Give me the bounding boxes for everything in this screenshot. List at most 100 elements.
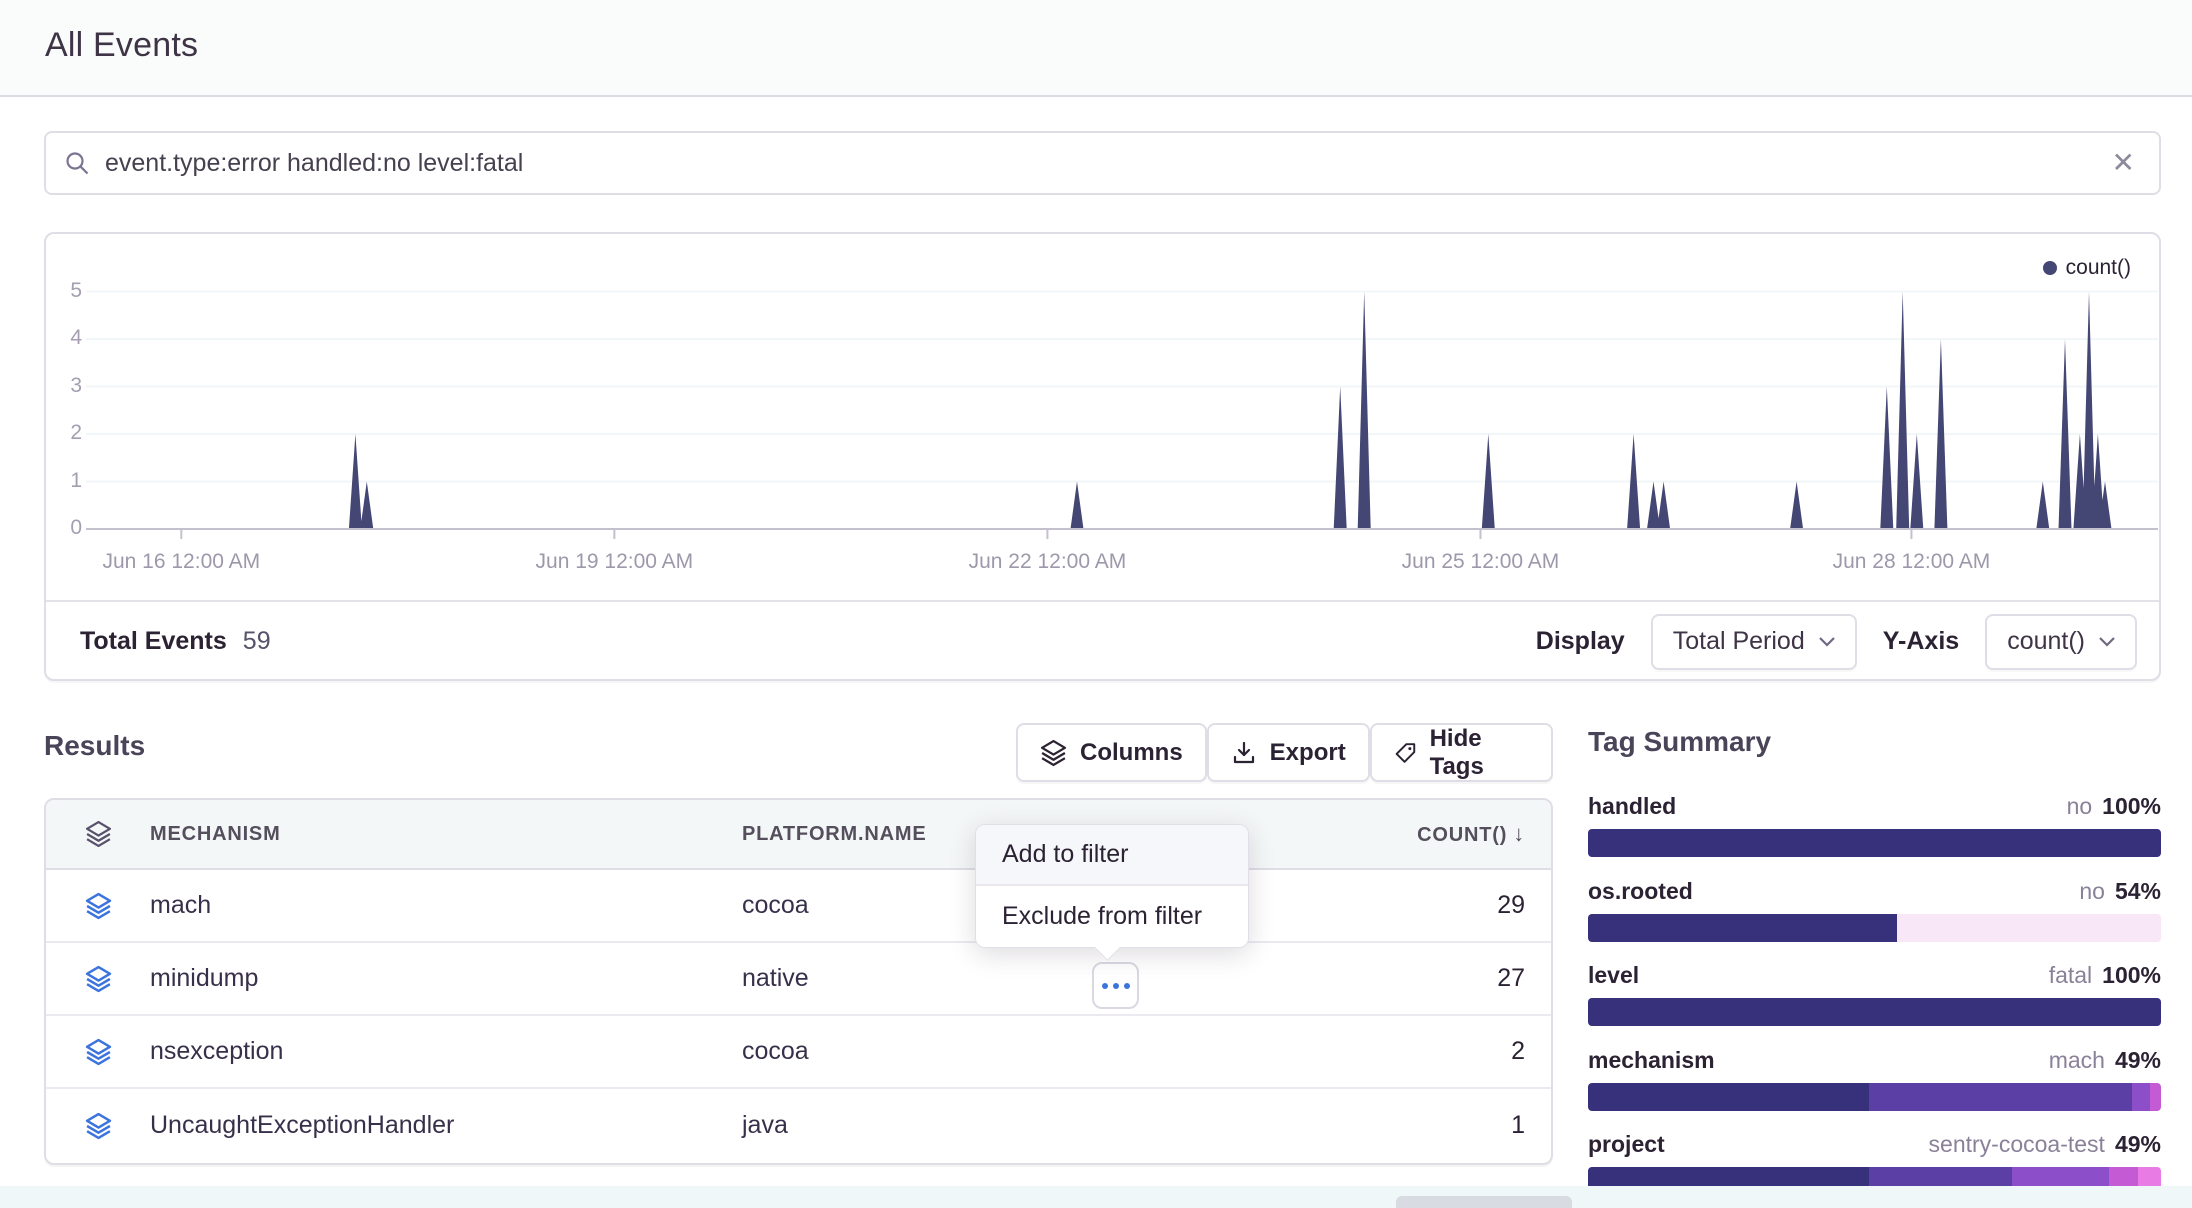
tag-distribution-bar[interactable]	[1588, 998, 2161, 1026]
tag-summary-row: mechanism mach 49%	[1588, 1047, 2161, 1111]
pagination-stub[interactable]	[1396, 1196, 1572, 1208]
columns-button[interactable]: Columns	[1016, 723, 1207, 782]
tag-distribution-bar[interactable]	[1588, 829, 2161, 857]
x-tick-label: Jun 28 12:00 AM	[1791, 550, 2031, 574]
search-input[interactable]	[105, 149, 2112, 178]
count-series	[86, 292, 2158, 530]
menu-item-add-to-filter[interactable]: Add to filter	[976, 825, 1248, 886]
platform-cell[interactable]: java	[742, 1111, 1172, 1140]
tag-percent: 100%	[2102, 793, 2161, 819]
tag-icon	[1394, 740, 1417, 766]
y-tick-label: 4	[46, 326, 82, 350]
chevron-down-icon	[1819, 637, 1835, 647]
stack-icon[interactable]	[46, 1112, 150, 1140]
table-row[interactable]: UncaughtExceptionHandler java 1	[46, 1089, 1551, 1162]
tag-bar-segment	[1869, 1083, 2133, 1111]
platform-cell[interactable]: cocoa	[742, 1037, 1172, 1066]
search-bar[interactable]: ✕	[44, 131, 2161, 195]
tag-bar-segment	[1588, 1083, 1869, 1111]
count-header-label: COUNT()	[1417, 824, 1507, 846]
stack-icon[interactable]	[46, 965, 150, 993]
mechanism-cell[interactable]: nsexception	[150, 1037, 742, 1066]
mechanism-cell[interactable]: mach	[150, 891, 742, 920]
tag-top-value: no	[2079, 878, 2105, 904]
results-heading: Results	[44, 730, 145, 762]
y-tick-label: 3	[46, 374, 82, 398]
x-tick-label: Jun 22 12:00 AM	[927, 550, 1167, 574]
x-tick-label: Jun 25 12:00 AM	[1360, 550, 1600, 574]
stack-icon[interactable]	[46, 892, 150, 920]
page-title: All Events	[45, 26, 198, 65]
all-events-page: All Events ✕ count() 0 1 2 3 4 5 Total Events…	[0, 0, 2192, 1208]
sort-desc-icon: ↓	[1513, 821, 1525, 846]
stack-icon[interactable]	[46, 1038, 150, 1066]
y-tick-label: 5	[46, 279, 82, 303]
columns-button-label: Columns	[1080, 739, 1183, 767]
table-row[interactable]: nsexception cocoa 2	[46, 1016, 1551, 1089]
tag-bar-segment	[1588, 998, 2161, 1026]
results-toolbar: Columns Export Hide Tags	[1016, 723, 1553, 782]
count-cell: 1	[1172, 1111, 1551, 1140]
legend-count-label: count()	[2066, 256, 2131, 280]
hide-tags-button[interactable]: Hide Tags	[1370, 723, 1553, 782]
table-row[interactable]: mach cocoa 29	[46, 870, 1551, 943]
mechanism-cell[interactable]: UncaughtExceptionHandler	[150, 1111, 742, 1140]
y-tick-label: 2	[46, 421, 82, 445]
download-icon	[1231, 740, 1257, 766]
count-cell: 27	[1172, 964, 1551, 993]
legend-count-dot	[2043, 261, 2057, 275]
clear-search-icon[interactable]: ✕	[2112, 149, 2135, 177]
events-chart-panel: count() 012345 Total Events 59 Display T…	[44, 232, 2161, 681]
tag-bar-segment	[1588, 829, 2161, 857]
chart-legend[interactable]: count()	[2043, 256, 2131, 280]
total-events-label: Total Events	[80, 627, 227, 656]
export-button-label: Export	[1270, 739, 1346, 767]
tag-percent: 49%	[2115, 1047, 2161, 1073]
stack-icon[interactable]	[46, 820, 150, 848]
tag-name: project	[1588, 1131, 1665, 1158]
export-button[interactable]: Export	[1207, 723, 1370, 782]
display-select[interactable]: Total Period	[1651, 614, 1857, 670]
tag-percent: 49%	[2115, 1131, 2161, 1157]
tag-percent: 100%	[2102, 962, 2161, 988]
total-events-value: 59	[243, 627, 271, 656]
tag-top-value: mach	[2049, 1047, 2105, 1073]
column-header-mechanism[interactable]: MECHANISM	[150, 823, 742, 846]
y-axis-selected-value: count()	[2007, 627, 2085, 656]
tag-summary-row: handledno100%	[1588, 793, 2161, 857]
row-actions-button[interactable]	[1092, 962, 1139, 1009]
tag-bar-segment	[1897, 914, 2161, 942]
tag-summary-row: os.rootedno54%	[1588, 878, 2161, 942]
hide-tags-button-label: Hide Tags	[1430, 725, 1529, 781]
search-icon	[64, 150, 91, 177]
y-tick-label: 0	[46, 516, 82, 540]
tag-bar-segment	[1588, 914, 1897, 942]
tag-summary-heading: Tag Summary	[1588, 726, 1771, 758]
tag-top-value: fatal	[2049, 962, 2092, 988]
table-row[interactable]: minidump native 27	[46, 943, 1551, 1016]
chart-footer: Total Events 59 Display Total Period Y-A…	[46, 602, 2159, 681]
chevron-down-icon	[2099, 637, 2115, 647]
tag-bar-segment	[2150, 1083, 2161, 1111]
x-tick-label: Jun 16 12:00 AM	[61, 550, 301, 574]
results-table: MECHANISM PLATFORM.NAME COUNT()↓ mach co…	[44, 798, 1553, 1165]
tag-summary-row: level fatal 100%	[1588, 962, 2161, 1026]
display-selected-value: Total Period	[1673, 627, 1805, 656]
tag-top-value: no	[2067, 793, 2093, 819]
tag-distribution-bar[interactable]	[1588, 914, 2161, 942]
page-bottom-strip	[0, 1186, 2192, 1208]
page-header: All Events	[0, 0, 2192, 97]
tag-bar-segment	[2132, 1083, 2149, 1111]
tag-percent: 54%	[2115, 878, 2161, 904]
tag-distribution-bar[interactable]	[1588, 1083, 2161, 1111]
y-axis-select[interactable]: count()	[1985, 614, 2137, 670]
events-spike-chart[interactable]	[86, 290, 2158, 542]
cell-context-menu: Add to filter Exclude from filter	[975, 824, 1249, 948]
layers-icon	[1040, 739, 1067, 767]
tag-name: level	[1588, 962, 1639, 989]
x-tick-label: Jun 19 12:00 AM	[494, 550, 734, 574]
mechanism-cell[interactable]: minidump	[150, 964, 742, 993]
tag-name: mechanism	[1588, 1047, 1715, 1074]
y-axis-label: Y-Axis	[1883, 627, 1959, 656]
table-header-row: MECHANISM PLATFORM.NAME COUNT()↓	[46, 800, 1551, 870]
